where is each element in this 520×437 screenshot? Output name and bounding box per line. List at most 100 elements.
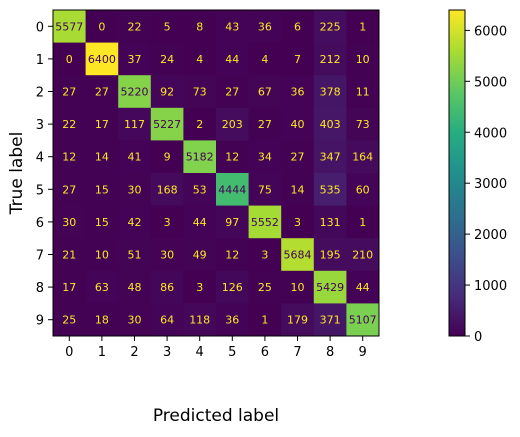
colorbar-tick-label: 0: [474, 330, 482, 345]
heatmap-cell: [118, 205, 152, 239]
cell-value-label: 6400: [88, 53, 116, 66]
x-tick-label: 9: [359, 345, 367, 360]
heatmap-cell: [313, 107, 347, 141]
cell-value-label: 60: [356, 183, 370, 196]
cell-value-label: 195: [320, 249, 341, 262]
heatmap-cell: [248, 270, 282, 304]
cell-value-label: 30: [128, 314, 142, 327]
heatmap-cell: [248, 238, 282, 272]
cell-value-label: 43: [225, 20, 239, 33]
heatmap-cell: [85, 75, 119, 109]
heatmap-cell: [313, 173, 347, 207]
heatmap-cell: [313, 205, 347, 239]
heatmap-cell: [118, 107, 152, 141]
heatmap-cell: [183, 173, 217, 207]
x-tick-label: 0: [65, 345, 73, 360]
cell-value-label: 44: [225, 53, 239, 66]
heatmap-cell: [118, 10, 152, 44]
heatmap-cell: [281, 75, 315, 109]
heatmap-cell: [118, 140, 152, 174]
y-tick-label: 8: [36, 281, 44, 296]
colorbar-tick-label: 2000: [474, 228, 507, 243]
heatmap-cell: [248, 173, 282, 207]
heatmap-cell: [118, 238, 152, 272]
cell-value-label: 36: [258, 20, 272, 33]
heatmap-cell: [281, 140, 315, 174]
cell-value-label: 15: [95, 183, 109, 196]
heatmap-cell: [346, 303, 380, 337]
y-tick-label: 7: [36, 249, 44, 264]
heatmap-cell: [346, 107, 380, 141]
cell-value-label: 63: [95, 281, 109, 294]
heatmap-cell: [281, 303, 315, 337]
heatmap-cell: [85, 303, 119, 337]
cell-value-label: 131: [320, 216, 341, 229]
colorbar-tick-label: 5000: [474, 75, 507, 90]
cell-value-label: 5577: [55, 20, 83, 33]
heatmap-cell: [313, 140, 347, 174]
cell-value-label: 5107: [349, 314, 377, 327]
cell-value-label: 51: [128, 249, 142, 262]
heatmap-cell: [346, 238, 380, 272]
cell-value-label: 14: [291, 183, 305, 196]
heatmap-cell: [281, 42, 315, 76]
y-tick-label: 2: [36, 86, 44, 101]
heatmap-cell: [216, 75, 250, 109]
cell-value-label: 4: [261, 53, 268, 66]
cell-value-label: 40: [291, 118, 305, 131]
heatmap-cell: [281, 10, 315, 44]
heatmap-cell: [183, 75, 217, 109]
heatmap-cell: [216, 205, 250, 239]
cell-value-label: 42: [128, 216, 142, 229]
heatmap-cell: [53, 303, 87, 337]
cell-value-label: 25: [258, 281, 272, 294]
heatmap-cell: [85, 140, 119, 174]
heatmap-cell: [248, 140, 282, 174]
x-tick-label: 4: [196, 345, 204, 360]
heatmap-cell: [346, 205, 380, 239]
cell-value-label: 73: [356, 118, 370, 131]
y-tick-label: 1: [36, 53, 44, 68]
cell-value-label: 27: [62, 183, 76, 196]
cell-value-label: 7: [294, 53, 301, 66]
cell-value-label: 64: [160, 314, 174, 327]
cell-value-label: 30: [128, 183, 142, 196]
heatmap-cell: [281, 270, 315, 304]
cell-value-label: 5429: [316, 281, 344, 294]
cell-value-label: 4444: [218, 183, 246, 196]
cell-value-label: 5227: [153, 118, 181, 131]
heatmap-cell: [85, 238, 119, 272]
cell-value-label: 41: [128, 151, 142, 164]
cell-value-label: 22: [62, 118, 76, 131]
cell-value-label: 30: [160, 249, 174, 262]
cell-value-label: 27: [62, 86, 76, 99]
colorbar-tick-label: 4000: [474, 126, 507, 141]
cell-value-label: 8: [196, 20, 203, 33]
heatmap-cell: [248, 10, 282, 44]
cell-value-label: 117: [124, 118, 145, 131]
y-tick-label: 5: [36, 183, 44, 198]
heatmap-cell: [85, 10, 119, 44]
x-tick-label: 5: [228, 345, 236, 360]
cell-value-label: 44: [193, 216, 207, 229]
cell-value-label: 14: [95, 151, 109, 164]
heatmap-cell: [281, 238, 315, 272]
x-tick-label: 6: [261, 345, 269, 360]
cell-value-label: 36: [225, 314, 239, 327]
plot-frame: [52, 9, 380, 337]
heatmap-cell: [346, 140, 380, 174]
cell-value-label: 10: [95, 249, 109, 262]
y-tick-label: 0: [36, 20, 44, 35]
cell-value-label: 212: [320, 53, 341, 66]
cell-value-label: 203: [222, 118, 243, 131]
heatmap-cell: [248, 75, 282, 109]
cell-value-label: 225: [320, 20, 341, 33]
cell-value-label: 1: [359, 216, 366, 229]
cell-value-label: 25: [62, 314, 76, 327]
heatmap-cell: [85, 173, 119, 207]
y-tick-label: 9: [36, 314, 44, 329]
cell-value-label: 5220: [121, 86, 149, 99]
heatmap-cell: [216, 270, 250, 304]
